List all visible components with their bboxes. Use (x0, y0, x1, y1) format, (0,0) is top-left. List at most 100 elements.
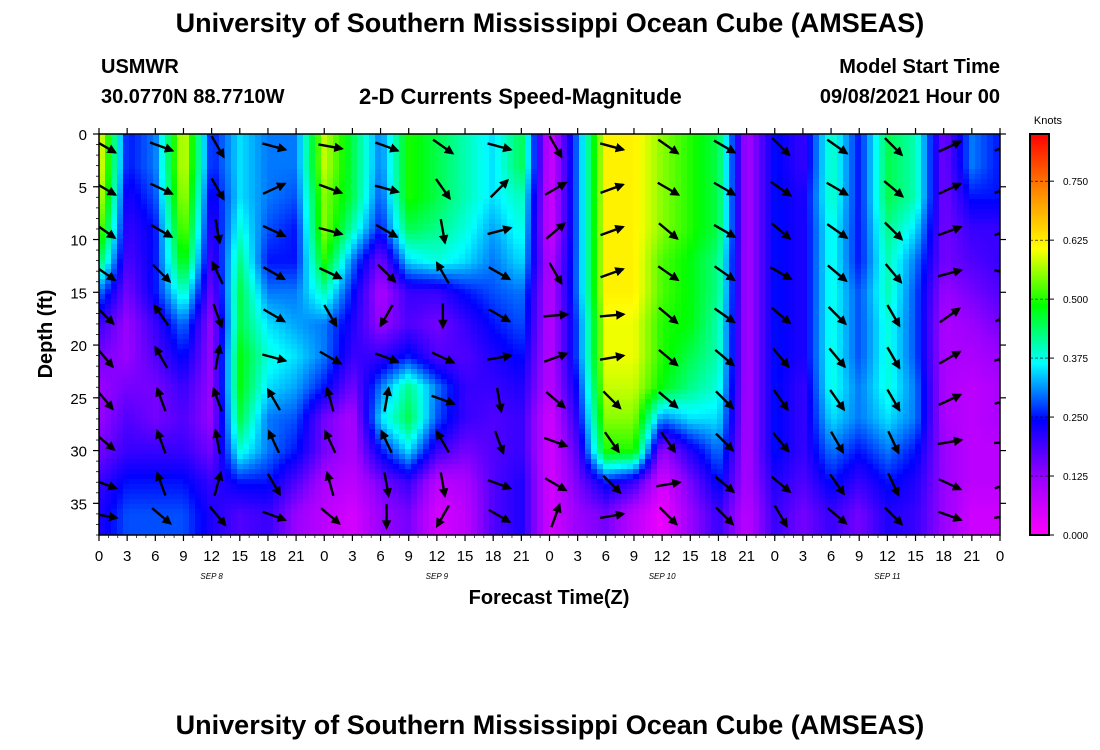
current-vector-arrow (602, 390, 622, 410)
current-vector-arrow (656, 478, 682, 489)
current-vector-arrow (488, 308, 512, 323)
x-tick-label: 15 (682, 548, 699, 565)
current-vector-arrow (599, 352, 626, 362)
colorbar-tick-label: 0.250 (1063, 413, 1088, 424)
current-vector-arrow (487, 142, 513, 153)
current-vector-arrow (212, 303, 224, 329)
current-vector-arrow (487, 479, 513, 491)
x-tick-label: 18 (260, 548, 277, 565)
current-vector-arrow (435, 429, 450, 454)
x-tick-label: 6 (602, 548, 610, 565)
current-vector-arrow (488, 508, 512, 523)
current-vector-arrow (599, 142, 626, 153)
x-tick-label: 3 (799, 548, 807, 565)
current-vector-arrow (550, 502, 562, 528)
current-vector-arrow (318, 267, 343, 280)
y-tick-label: 35 (70, 496, 87, 513)
current-vector-arrow (938, 224, 963, 237)
x-tick-label: 0 (996, 548, 1004, 565)
current-vector-arrow (715, 432, 735, 452)
colorbar: Knots 0.000 0.125 0.250 0.375 0.500 0.625 0.750 (1029, 115, 1088, 542)
current-vector-arrow (602, 474, 622, 495)
current-vector-arrow (658, 506, 678, 526)
current-vector-arrow (772, 432, 790, 453)
current-vector-arrow (994, 357, 1000, 362)
current-vector-arrow (487, 225, 513, 236)
current-vector-arrow (993, 441, 1000, 445)
current-vector-arrow (438, 218, 449, 245)
current-vector-arrow (382, 472, 393, 498)
day-label: SEP 8 (200, 572, 223, 581)
y-tick-label: 20 (70, 338, 87, 355)
speed-heatmap (99, 134, 1000, 535)
current-vector-arrow (994, 400, 1000, 406)
current-vector-arrow (769, 266, 793, 281)
current-vector-arrow (600, 182, 625, 194)
current-vector-arrow (324, 470, 335, 497)
current-vector-arrow (660, 431, 677, 454)
current-vector-arrow (599, 510, 626, 520)
current-vector-arrow (262, 182, 287, 195)
current-vector-arrow (886, 388, 901, 412)
x-tick-label: 18 (485, 548, 502, 565)
y-tick-label: 25 (70, 391, 87, 408)
x-tick-label: 0 (320, 548, 328, 565)
x-tick-label: 18 (710, 548, 727, 565)
current-vector-arrow (377, 263, 397, 284)
current-vector-arrow (151, 263, 172, 284)
current-vector-arrow (884, 137, 904, 157)
current-vector-arrow (262, 224, 287, 238)
x-tick-label: 18 (935, 548, 952, 565)
y-axis-label: Depth (ft) (35, 290, 57, 379)
current-vector-arrow (714, 475, 736, 494)
current-vector-arrow (375, 223, 399, 239)
colorbar-tick-label: 0.000 (1063, 531, 1088, 542)
current-vector-field (99, 135, 1000, 530)
y-tick-label: 15 (70, 285, 87, 302)
current-vector-arrow (658, 391, 679, 409)
current-vector-arrow (380, 429, 393, 454)
day-label: SEP 11 (874, 572, 900, 581)
current-vector-arrow (208, 505, 227, 527)
current-vector-arrow (155, 471, 167, 496)
x-tick-label: 9 (630, 548, 638, 565)
current-vector-arrow (213, 470, 224, 497)
current-vector-arrow (318, 142, 344, 153)
current-vector-arrow (99, 183, 118, 196)
y-tick-label: 10 (70, 233, 87, 250)
current-vector-arrow (600, 267, 625, 279)
current-vector-arrow (213, 343, 224, 370)
x-tick-label: 0 (95, 548, 103, 565)
colorbar-tick-label: 0.125 (1063, 472, 1088, 483)
current-vector-arrow (267, 429, 281, 454)
current-vector-arrow (374, 141, 400, 153)
current-vector-arrow (715, 506, 735, 526)
current-vector-arrow (211, 386, 223, 412)
colorbar-tick-label: 0.625 (1063, 236, 1088, 247)
current-vector-arrow (884, 506, 904, 526)
current-vector-arrow (937, 267, 964, 278)
current-vector-arrow (319, 350, 343, 365)
x-tick-label: 6 (151, 548, 159, 565)
current-vector-arrow (435, 178, 451, 201)
current-vector-arrow (212, 428, 222, 455)
current-vector-arrow (826, 138, 849, 155)
current-vector-arrow (544, 477, 568, 492)
current-vector-arrow (262, 510, 288, 522)
current-vector-arrow (99, 225, 117, 239)
x-tick-label: 12 (654, 548, 671, 565)
x-tick-label: 15 (231, 548, 248, 565)
current-vector-arrow (994, 147, 1000, 152)
current-vector-arrow (773, 504, 788, 528)
current-vector-arrow (772, 389, 789, 412)
current-vector-arrow (658, 348, 679, 367)
current-vector-arrow (938, 350, 962, 365)
current-vector-arrow (320, 507, 341, 525)
current-vector-arrow (826, 181, 850, 196)
x-tick-label: 21 (513, 548, 530, 565)
x-tick-label: 21 (288, 548, 305, 565)
current-vector-arrow (938, 140, 963, 153)
x-tick-label: 15 (907, 548, 924, 565)
current-vector-arrow (994, 189, 1000, 194)
current-vector-arrow (770, 475, 792, 494)
